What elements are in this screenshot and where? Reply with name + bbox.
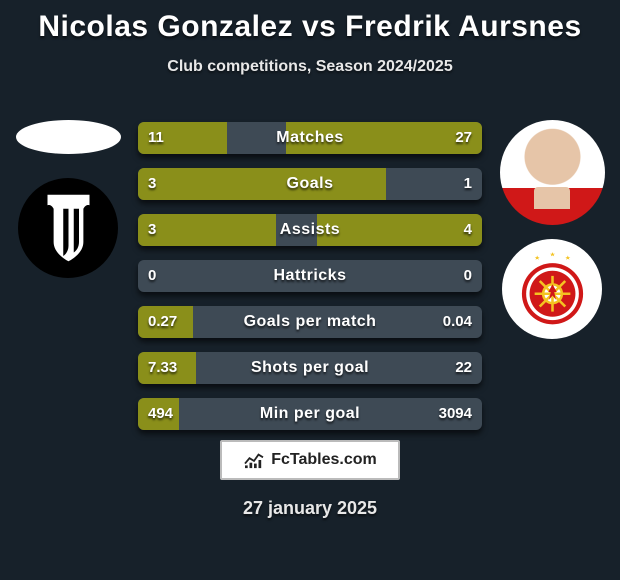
stat-row: 34Assists (138, 214, 482, 246)
page-subtitle: Club competitions, Season 2024/2025 (0, 58, 620, 76)
left-player-column (8, 120, 128, 278)
juventus-icon (41, 193, 96, 263)
stat-label: Goals per match (138, 306, 482, 338)
brand-box: FcTables.com (220, 440, 400, 480)
stat-row: 4943094Min per goal (138, 398, 482, 430)
stat-label: Matches (138, 122, 482, 154)
stat-label: Min per goal (138, 398, 482, 430)
stat-row: 31Goals (138, 168, 482, 200)
right-club-logo (502, 239, 602, 339)
stats-bars: 1127Matches 31Goals 34Assists 00Hattricks 0.… (138, 122, 482, 444)
right-player-avatar (500, 120, 605, 225)
stat-label: Shots per goal (138, 352, 482, 384)
benfica-icon (510, 247, 595, 332)
page-title: Nicolas Gonzalez vs Fredrik Aursnes (0, 0, 620, 44)
stat-row: 1127Matches (138, 122, 482, 154)
stat-row: 00Hattricks (138, 260, 482, 292)
date-text: 27 january 2025 (0, 498, 620, 519)
stat-label: Hattricks (138, 260, 482, 292)
left-club-logo (18, 178, 118, 278)
stat-row: 0.270.04Goals per match (138, 306, 482, 338)
stat-row: 7.3322Shots per goal (138, 352, 482, 384)
fctables-icon (243, 451, 265, 469)
stat-label: Assists (138, 214, 482, 246)
stat-label: Goals (138, 168, 482, 200)
brand-text: FcTables.com (271, 451, 377, 469)
right-player-column (492, 120, 612, 339)
left-player-avatar (16, 120, 121, 154)
